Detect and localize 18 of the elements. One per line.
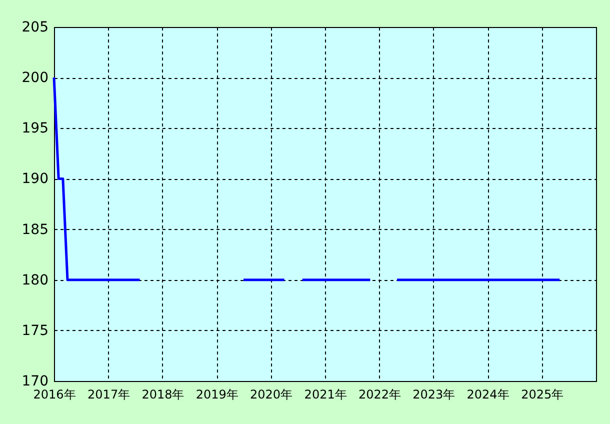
x-tick-label: 2025年 [521, 388, 564, 402]
y-tick-label: 175 [22, 322, 48, 339]
y-tick-label: 185 [22, 222, 48, 238]
y-tick-label: 180 [22, 272, 48, 288]
y-tick-label: 190 [22, 171, 48, 188]
x-tick-label: 2023年 [412, 388, 456, 402]
x-tick-label: 2016年 [33, 388, 76, 402]
y-tick-label: 205 [22, 20, 48, 36]
x-tick-label: 2021年 [304, 388, 347, 402]
x-tick-label: 2017年 [88, 388, 130, 402]
y-tick-label: 200 [22, 70, 48, 86]
x-tick-label: 2020年 [250, 388, 293, 402]
y-tick-label: 195 [22, 120, 48, 137]
y-tick-label: 170 [22, 374, 48, 390]
x-tick-label: 2019年 [196, 388, 238, 402]
x-tick-label: 2024年 [466, 388, 510, 402]
x-tick-label: 2018年 [142, 388, 184, 402]
x-tick-label: 2022年 [358, 388, 402, 402]
